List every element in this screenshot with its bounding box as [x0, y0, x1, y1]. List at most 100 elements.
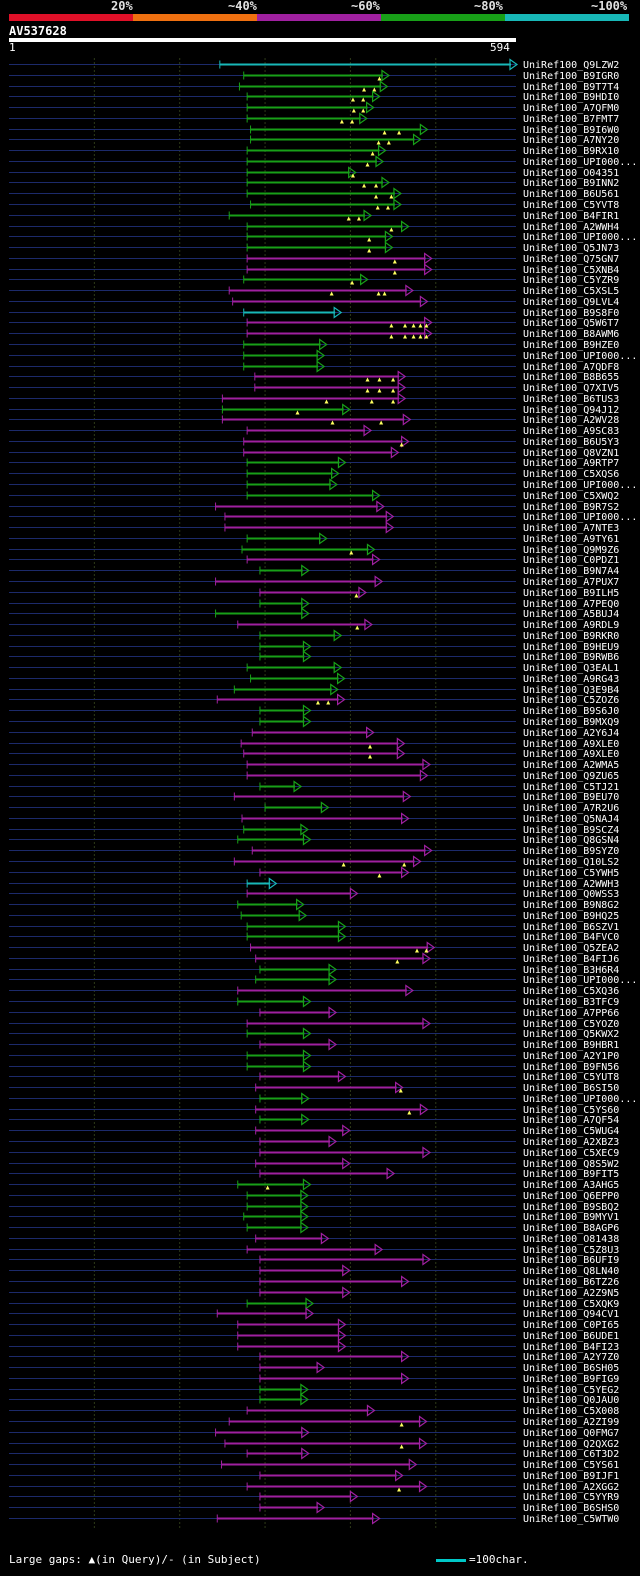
legend-color-magenta — [257, 14, 381, 21]
gap-marker — [346, 216, 351, 221]
hit-label: UniRef100_B6TUS3 — [523, 394, 619, 405]
gap-marker — [382, 291, 387, 296]
hit-label: UniRef100_B9INN2 — [523, 178, 619, 189]
gap-marker — [350, 97, 355, 102]
hit-arrow — [342, 403, 351, 416]
hit-arrow — [393, 187, 402, 200]
hit-label: UniRef100_A2WV28 — [523, 415, 619, 426]
gap-marker — [326, 700, 331, 705]
legend-color-red — [9, 14, 133, 21]
hit-label: UniRef100_B9S6J0 — [523, 706, 619, 717]
hit-arrow — [302, 995, 312, 1008]
hit-arrow — [360, 273, 369, 286]
hit-label: UniRef100_B8B655 — [523, 372, 619, 383]
hit-label: UniRef100_Q8VZN1 — [523, 448, 619, 459]
gap-marker — [377, 377, 382, 382]
gap-marker — [391, 388, 396, 393]
hit-label: UniRef100_A9TY61 — [523, 534, 619, 545]
hit-arrow — [337, 1340, 347, 1353]
hit-arrow — [381, 69, 391, 82]
hit-label: UniRef100_B6SHS0 — [523, 1503, 619, 1514]
hit-arrow — [337, 1318, 347, 1331]
hit-arrow — [366, 101, 375, 114]
hit-label: UniRef100_B6TZ26 — [523, 1277, 619, 1288]
hit-arrow — [401, 220, 410, 233]
hit-label: UniRef100_B6U5Y3 — [523, 437, 619, 448]
hit-arrow — [363, 424, 373, 437]
hit-label: UniRef100_B9HQ25 — [523, 911, 619, 922]
legend-label-100: ~100% — [591, 0, 628, 13]
hit-label: UniRef100_B9FIT5 — [523, 1169, 619, 1180]
hit-arrow — [301, 1426, 310, 1439]
hit-arrow — [301, 1447, 310, 1460]
hit-label: UniRef100_A7QDF8 — [523, 362, 619, 373]
hit-label: UniRef100_A2XBZ3 — [523, 1137, 619, 1148]
hit-label: UniRef100_Q5JN73 — [523, 243, 619, 254]
hit-label: UniRef100_Q9M9Z6 — [523, 545, 619, 556]
hit-label: UniRef100_C5YOZ0 — [523, 1019, 619, 1030]
hit-arrow — [328, 963, 338, 976]
hit-label: UniRef100_UPI000... — [523, 157, 637, 168]
gap-marker — [375, 205, 380, 210]
gap-marker — [379, 420, 384, 425]
hit-arrow — [419, 295, 429, 308]
hit-arrow — [302, 650, 312, 663]
hit-arrow — [418, 1415, 428, 1428]
hit-arrow — [424, 252, 433, 265]
gap-marker — [295, 410, 300, 415]
hit-label: UniRef100_B9T7T4 — [523, 82, 619, 93]
gap-marker — [341, 862, 346, 867]
hit-arrow — [401, 1350, 410, 1363]
hit-label: UniRef100_B9SBQ2 — [523, 1202, 619, 1213]
hit-label: UniRef100_B9R7S2 — [523, 502, 619, 513]
gap-marker — [376, 140, 381, 145]
gap-marker — [399, 442, 404, 447]
hit-label: UniRef100_C5XQK9 — [523, 1299, 619, 1310]
hit-arrow — [422, 1146, 431, 1159]
hit-label: UniRef100_Q75GN7 — [523, 254, 619, 265]
hit-label: UniRef100_B6UDE1 — [523, 1331, 619, 1342]
hit-label: UniRef100_B9FIG9 — [523, 1374, 619, 1385]
hit-arrow — [366, 543, 376, 556]
gap-marker — [391, 377, 396, 382]
hit-arrow — [268, 877, 278, 890]
gap-marker — [362, 183, 367, 188]
hit-arrow — [366, 1404, 376, 1417]
hit-arrow — [424, 327, 433, 340]
hit-label: UniRef100_A3AHG5 — [523, 1180, 619, 1191]
hit-label: UniRef100_Q8LN40 — [523, 1266, 619, 1277]
gap-marker — [424, 323, 429, 328]
gap-marker — [370, 151, 375, 156]
hit-arrow — [402, 413, 412, 426]
hit-arrow — [381, 176, 391, 189]
hit-arrow — [401, 1275, 410, 1288]
gap-marker — [376, 291, 381, 296]
hit-label: UniRef100_Q10LS2 — [523, 857, 619, 868]
hit-arrow — [374, 1243, 384, 1256]
hit-label: UniRef100_B9HEU9 — [523, 642, 619, 653]
hit-arrow — [419, 123, 429, 136]
hit-arrow — [393, 198, 402, 211]
gap-marker — [329, 291, 334, 296]
hit-arrow — [418, 1437, 428, 1450]
legend-color-cyan — [505, 14, 629, 21]
hit-label: UniRef100_B6SH05 — [523, 1363, 619, 1374]
hit-arrow — [316, 349, 326, 362]
hit-arrow — [395, 1469, 404, 1482]
hit-label: UniRef100_A2ZI99 — [523, 1417, 619, 1428]
hit-label: UniRef100_C5XNB4 — [523, 265, 619, 276]
gap-marker — [265, 1185, 270, 1190]
hit-label: UniRef100_B4FIR1 — [523, 211, 619, 222]
hit-label: UniRef100_B9HZE0 — [523, 340, 619, 351]
hit-arrow — [396, 737, 406, 750]
hit-label: UniRef100_B9ILH5 — [523, 588, 619, 599]
gap-marker — [385, 205, 390, 210]
hit-arrow — [426, 941, 436, 954]
hit-label: UniRef100_A7R2U6 — [523, 803, 619, 814]
hit-label: UniRef100_B9I6W0 — [523, 125, 619, 136]
hit-arrow — [342, 1157, 351, 1170]
hit-arrow — [320, 1232, 330, 1245]
hit-arrow — [374, 575, 384, 588]
hit-arrow — [422, 1253, 431, 1266]
hit-label: UniRef100_A7QF54 — [523, 1115, 619, 1126]
